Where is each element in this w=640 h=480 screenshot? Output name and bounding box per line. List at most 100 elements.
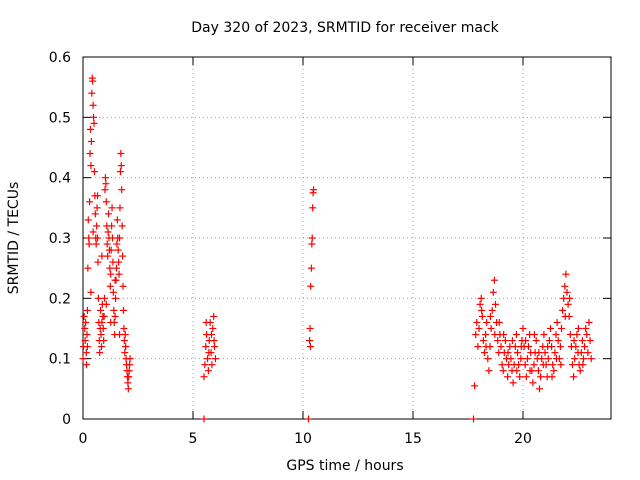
data-point [83, 361, 91, 369]
data-point [470, 415, 477, 423]
data-point [308, 240, 316, 248]
data-point [120, 337, 128, 345]
data-point [509, 379, 517, 387]
x-tick-label: 5 [189, 431, 198, 447]
data-point [573, 331, 581, 339]
data-point [545, 337, 553, 345]
data-point [84, 264, 92, 272]
data-point [474, 343, 482, 351]
data-point [486, 312, 494, 320]
data-point [513, 367, 521, 375]
data-point [572, 343, 580, 351]
data-point [306, 337, 314, 345]
data-point [579, 361, 587, 369]
data-point [491, 331, 499, 339]
data-point [112, 264, 120, 272]
data-points [79, 74, 595, 423]
data-point [488, 306, 496, 314]
data-point [88, 89, 96, 97]
data-point [540, 331, 548, 339]
data-point [210, 312, 218, 320]
data-point [576, 367, 584, 375]
data-point [100, 312, 108, 320]
data-point [498, 361, 506, 369]
data-point [106, 282, 114, 290]
data-point [83, 306, 91, 314]
data-point [89, 228, 97, 236]
data-point [481, 349, 488, 357]
data-point [512, 331, 520, 339]
data-point [90, 168, 98, 176]
data-point [307, 264, 315, 272]
data-point [94, 258, 102, 266]
data-point [125, 367, 133, 375]
data-point [583, 331, 591, 339]
data-point [87, 137, 95, 145]
data-point [124, 379, 132, 387]
data-point [504, 349, 512, 357]
data-point [117, 162, 125, 170]
data-point [556, 343, 564, 351]
data-point [508, 337, 516, 345]
data-point [122, 343, 130, 351]
data-point [562, 270, 570, 278]
data-point [578, 337, 586, 345]
data-point [119, 306, 127, 314]
data-point [211, 355, 219, 363]
data-point [511, 343, 519, 351]
data-point [471, 382, 479, 390]
data-point [478, 312, 486, 320]
data-point [500, 331, 508, 339]
data-point [475, 325, 483, 332]
data-point [308, 234, 316, 242]
data-point [126, 361, 134, 369]
data-point [581, 343, 589, 351]
data-point [115, 270, 123, 278]
data-point [84, 216, 92, 224]
data-point [90, 119, 98, 127]
data-point [96, 349, 104, 357]
data-point [86, 150, 94, 158]
data-point [580, 355, 587, 363]
data-point [530, 331, 538, 339]
data-point [86, 198, 94, 206]
y-tick-label: 0.1 [49, 352, 71, 368]
x-tick-label: 0 [79, 431, 88, 447]
data-point [118, 186, 126, 194]
data-point [87, 288, 95, 296]
data-point [107, 246, 115, 254]
data-point [547, 325, 554, 332]
data-point [504, 373, 512, 381]
data-point [521, 361, 529, 369]
data-point [114, 246, 122, 254]
data-point [116, 168, 124, 176]
data-point [210, 337, 218, 345]
data-point [107, 270, 115, 278]
data-point [514, 349, 521, 357]
data-point [83, 343, 91, 351]
data-point [526, 367, 534, 375]
data-point [104, 228, 112, 236]
data-point [515, 361, 523, 369]
data-point [552, 331, 560, 339]
data-point [570, 373, 578, 381]
axis-ticks: 0 0.1 0.2 0.3 0.4 0.5 0.6 0 5 10 15 20 [49, 50, 611, 447]
data-point [82, 318, 90, 326]
data-point [306, 325, 314, 332]
data-point [107, 318, 115, 326]
data-point [566, 331, 574, 339]
data-point [305, 415, 312, 423]
x-tick-label: 20 [514, 431, 532, 447]
data-point [479, 337, 487, 345]
data-point [94, 192, 102, 200]
data-point [535, 349, 543, 357]
data-point [522, 373, 530, 381]
data-point [92, 240, 100, 248]
grid [83, 57, 611, 419]
y-tick-label: 0 [62, 412, 71, 428]
data-point [495, 318, 503, 326]
data-point [310, 186, 318, 194]
data-point [101, 294, 109, 302]
data-point [109, 288, 117, 296]
